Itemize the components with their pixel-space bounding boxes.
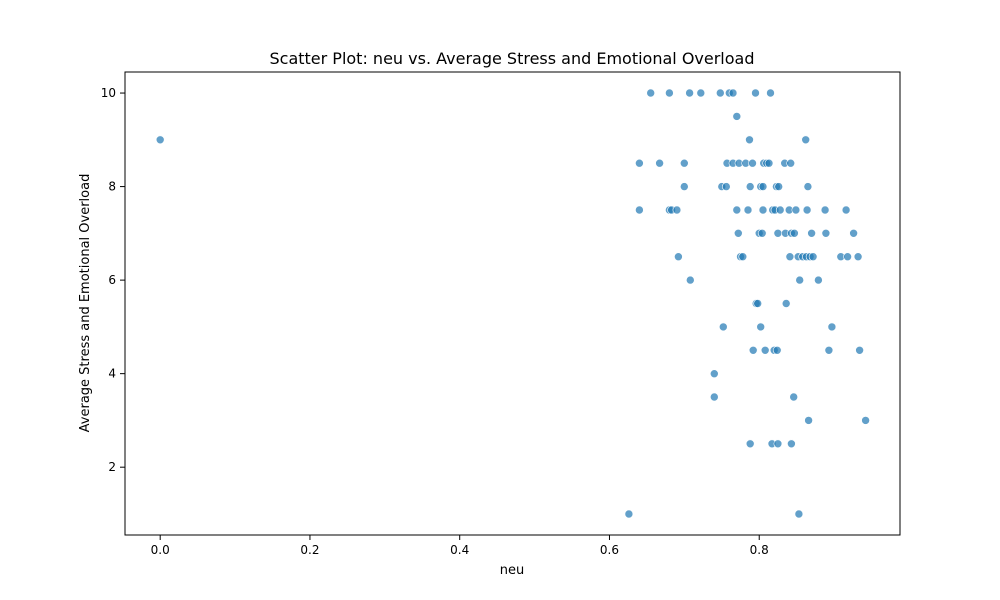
- data-point: [728, 88, 738, 98]
- data-point: [715, 88, 725, 98]
- data-point: [773, 229, 783, 238]
- data-point: [696, 88, 706, 98]
- data-point: [773, 439, 783, 449]
- x-tick-label: 0.2: [300, 543, 319, 557]
- x-tick-label: 0.6: [600, 543, 619, 557]
- data-point: [824, 345, 834, 355]
- y-axis-label: Average Stress and Emotional Overload: [78, 174, 93, 433]
- data-point: [757, 229, 767, 238]
- data-point: [802, 205, 812, 215]
- data-point: [855, 345, 864, 355]
- y-tick-label: 8: [108, 180, 116, 194]
- data-point: [803, 182, 813, 191]
- data-point: [774, 182, 784, 191]
- data-point: [795, 275, 805, 285]
- data-point: [789, 392, 799, 402]
- data-point: [861, 416, 870, 425]
- points-layer: [155, 88, 870, 519]
- data-point: [790, 229, 799, 238]
- data-point: [672, 205, 682, 215]
- chart-title: Scatter Plot: neu vs. Average Stress and…: [269, 49, 754, 68]
- data-point: [718, 322, 728, 332]
- data-point: [787, 439, 796, 449]
- data-point: [758, 182, 768, 191]
- data-point: [732, 112, 742, 121]
- data-point: [781, 299, 791, 308]
- y-axis-ticks: 2 4 6 8 10: [101, 86, 125, 474]
- data-point: [753, 299, 763, 308]
- data-point: [807, 229, 816, 238]
- x-tick-label: 0.0: [151, 543, 170, 557]
- data-point: [751, 88, 760, 98]
- data-point: [758, 205, 768, 215]
- data-point: [155, 135, 165, 145]
- data-point: [820, 205, 830, 215]
- data-point: [679, 182, 689, 191]
- data-point: [646, 88, 656, 98]
- data-point: [808, 252, 818, 262]
- x-tick-label: 0.8: [750, 543, 769, 557]
- data-point: [745, 439, 755, 449]
- plot-area-frame: [124, 71, 901, 536]
- data-point: [674, 252, 683, 262]
- x-axis-ticks: 0.0 0.2 0.4 0.6 0.8: [151, 535, 769, 557]
- y-tick-label: 4: [108, 367, 116, 381]
- data-point: [709, 369, 719, 379]
- data-point: [745, 135, 754, 145]
- data-point: [745, 182, 755, 191]
- data-point: [743, 205, 753, 215]
- data-point: [635, 158, 644, 168]
- data-point: [849, 229, 858, 238]
- data-point: [785, 252, 795, 262]
- data-point: [764, 158, 774, 168]
- y-tick-label: 10: [101, 86, 116, 100]
- data-point: [685, 88, 694, 98]
- data-point: [804, 416, 813, 425]
- data-point: [760, 345, 770, 355]
- data-point: [814, 275, 823, 285]
- y-tick-label: 6: [108, 273, 116, 287]
- data-point: [791, 205, 801, 215]
- y-tick-label: 2: [108, 460, 116, 474]
- data-point: [766, 88, 775, 98]
- data-point: [772, 345, 782, 355]
- x-tick-label: 0.4: [450, 543, 469, 557]
- data-point: [794, 509, 804, 519]
- data-point: [827, 322, 837, 332]
- data-point: [821, 229, 831, 238]
- data-point: [843, 252, 852, 262]
- data-point: [679, 158, 689, 168]
- data-point: [721, 182, 731, 191]
- data-point: [756, 322, 766, 332]
- data-point: [624, 509, 634, 519]
- data-point: [732, 205, 742, 215]
- data-point: [786, 158, 796, 168]
- data-point: [655, 158, 664, 168]
- data-point: [853, 252, 863, 262]
- data-point: [665, 88, 674, 98]
- data-point: [635, 205, 644, 215]
- x-axis-label: neu: [500, 563, 524, 578]
- data-point: [801, 135, 811, 145]
- data-point: [748, 158, 757, 168]
- data-point: [738, 252, 748, 262]
- data-point: [748, 345, 758, 355]
- data-point: [775, 205, 785, 215]
- data-point: [733, 229, 743, 238]
- data-point: [841, 205, 851, 215]
- data-point: [709, 392, 719, 402]
- data-point: [685, 275, 695, 285]
